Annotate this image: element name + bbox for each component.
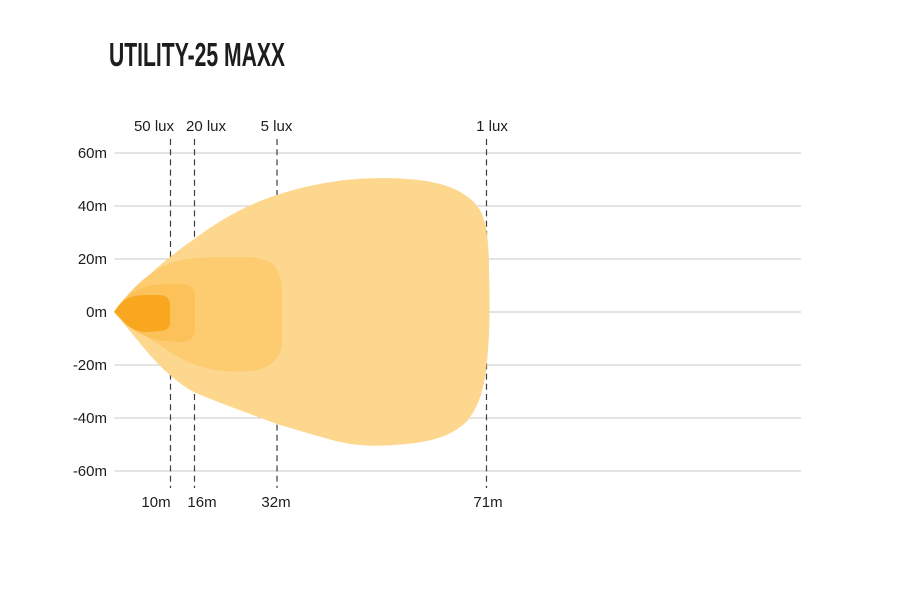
y-tick-neg60m: -60m <box>73 463 107 480</box>
y-tick-neg20m: -20m <box>73 357 107 374</box>
page-title: UTILITY-25 MAXX <box>109 36 286 73</box>
isolux-region-1lux <box>114 178 490 446</box>
axis-labels: 60m 40m 20m 0m -20m -40m -60m 50 lux 20 … <box>73 118 509 511</box>
y-tick-0m: 0m <box>86 304 107 321</box>
distance-label-71m: 71m <box>473 494 502 511</box>
distance-label-10m: 10m <box>141 494 170 511</box>
y-tick-60m: 60m <box>78 145 107 162</box>
y-tick-neg40m: -40m <box>73 410 107 427</box>
distance-label-16m: 16m <box>187 494 216 511</box>
distance-label-32m: 32m <box>261 494 290 511</box>
lux-label-20: 20 lux <box>186 118 227 135</box>
beam-regions <box>114 178 490 446</box>
isolux-region-50lux <box>114 295 170 332</box>
lux-label-50: 50 lux <box>134 118 175 135</box>
lux-label-5: 5 lux <box>261 118 293 135</box>
y-tick-20m: 20m <box>78 251 107 268</box>
lux-label-1: 1 lux <box>476 118 508 135</box>
y-tick-40m: 40m <box>78 198 107 215</box>
